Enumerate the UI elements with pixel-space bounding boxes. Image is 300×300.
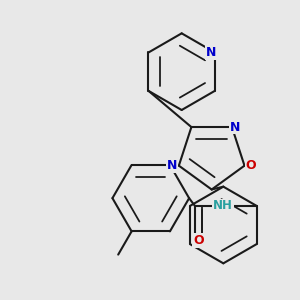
Text: O: O	[246, 159, 256, 172]
Text: O: O	[193, 234, 203, 247]
Text: N: N	[206, 46, 217, 59]
Text: N: N	[167, 159, 177, 172]
Text: NH: NH	[213, 199, 233, 212]
Text: N: N	[230, 121, 241, 134]
